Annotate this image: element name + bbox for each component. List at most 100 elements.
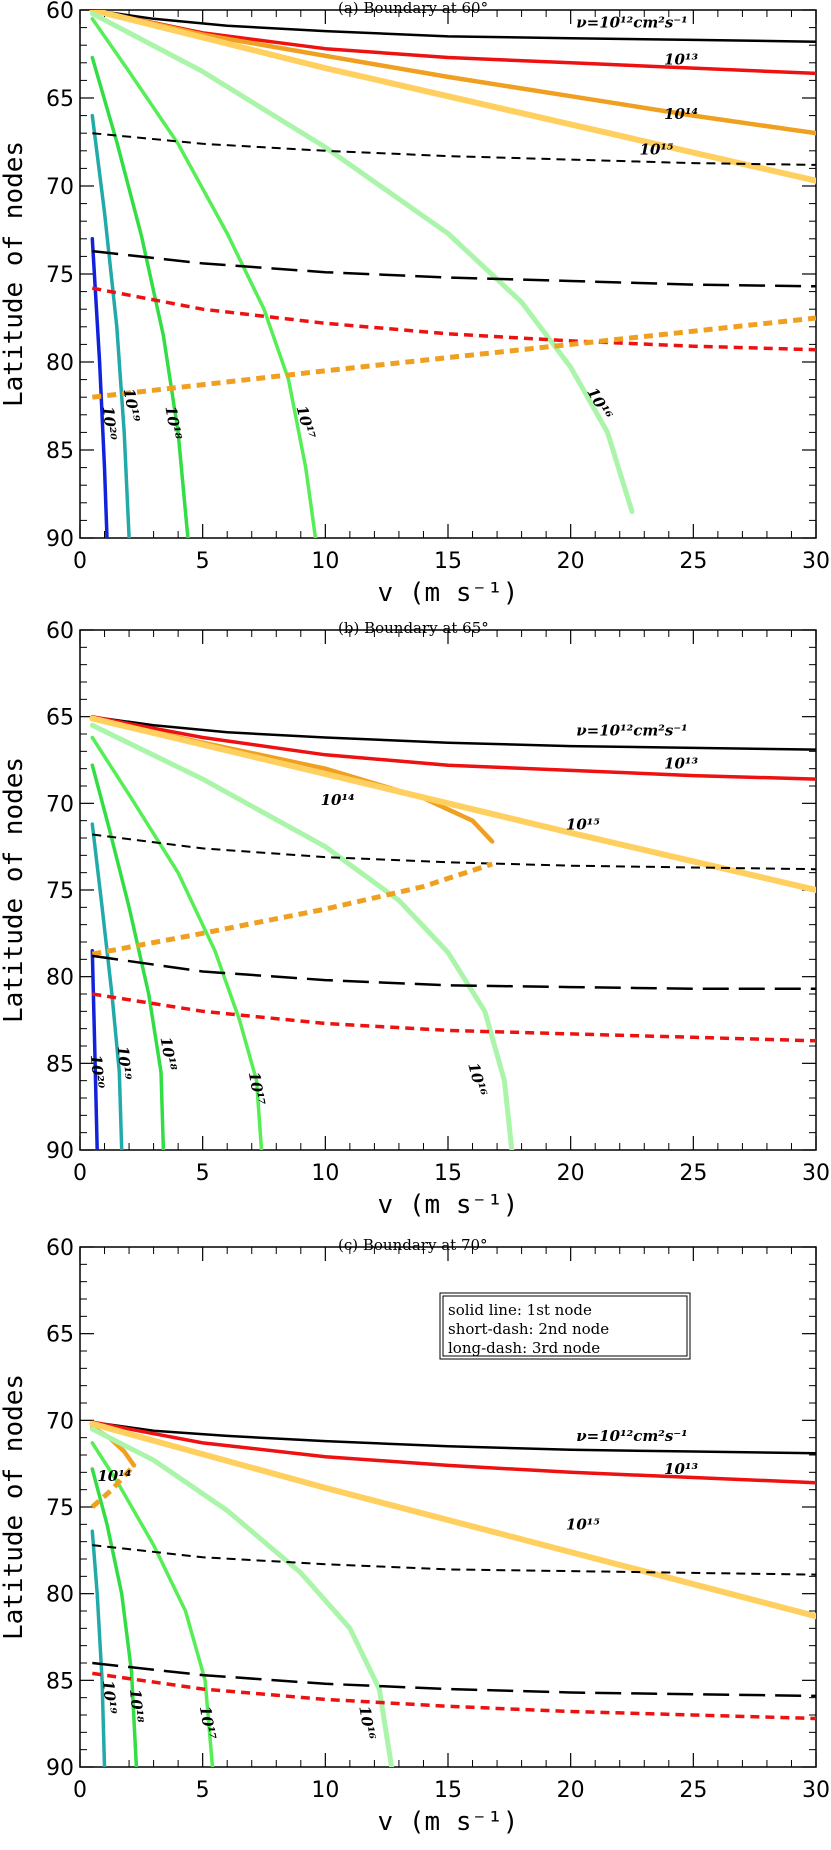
x-tick-label: 20 [557, 1161, 585, 1186]
series-line-node2-9 [92, 132, 816, 166]
y-tick-label: 70 [46, 792, 74, 817]
curve-label: 10¹⁶ [355, 1704, 379, 1741]
y-tick-label: 60 [46, 1236, 74, 1261]
panel-title: (a) Boundary at 60° [338, 0, 488, 17]
plot-frame [79, 629, 817, 1151]
series-line-node1-4 [89, 1426, 395, 1767]
series-line-node2-12 [92, 992, 816, 1043]
x-tick-label: 15 [434, 1161, 462, 1186]
series-line-node1-3 [89, 1420, 816, 1620]
y-tick-label: 70 [46, 175, 74, 200]
curve-label: 10¹⁹ [99, 1680, 120, 1716]
x-tick-label: 15 [434, 549, 462, 574]
x-axis-title: v (m s⁻¹) [378, 1190, 519, 1220]
x-tick-label: 25 [679, 549, 707, 574]
curve-label: 10¹⁴ [664, 105, 698, 123]
y-tick-label: 90 [46, 527, 74, 552]
curves [89, 10, 816, 538]
panel-title: (b) Boundary at 65° [338, 619, 489, 637]
series-line-node2-9 [92, 833, 816, 871]
y-tick-label: 65 [46, 87, 74, 112]
curve-label: 10¹⁶ [583, 384, 616, 423]
series-line-node1-1 [90, 714, 816, 781]
curves [89, 1420, 816, 1767]
y-tick-label: 60 [46, 619, 74, 644]
series-line-node1-1 [90, 10, 816, 76]
x-tick-label: 30 [802, 549, 830, 574]
curve-label: 10¹⁸ [161, 404, 185, 441]
legend-entry: solid line: 1st node [448, 1301, 592, 1319]
curve-label: 10¹⁷ [245, 1070, 269, 1107]
x-axis-title: v (m s⁻¹) [378, 1807, 519, 1837]
series-line-node2-8 [90, 1463, 136, 1509]
y-tick-label: 65 [46, 1323, 74, 1348]
series-line-node1-3 [89, 10, 816, 184]
curve-label: 10¹⁷ [293, 404, 319, 442]
curve-label: 10¹³ [664, 51, 698, 69]
panel-title: (c) Boundary at 70° [338, 1236, 488, 1254]
curve-label: 10¹⁸ [126, 1688, 147, 1724]
x-tick-label: 25 [679, 1161, 707, 1186]
y-tick-label: 80 [46, 1583, 74, 1608]
y-axis-title: Latitude of nodes [0, 757, 29, 1023]
curve-label: 10¹⁵ [566, 815, 600, 833]
curves [89, 714, 816, 1150]
y-tick-label: 75 [46, 263, 74, 288]
series-line-node1-8 [90, 237, 109, 538]
x-tick-label: 30 [802, 1161, 830, 1186]
series-line-node3-10 [92, 1661, 816, 1698]
series-line-node1-0 [91, 1420, 816, 1455]
panel-3: 0 5 10 15 20 25 30 60 65 70 75 80 85 90 Latitude of no… [0, 1236, 830, 1837]
series-line-node1-6 [90, 55, 190, 538]
series-line-node1-7 [90, 1529, 107, 1767]
y-tick-label: 60 [46, 0, 74, 24]
curve-label: 10¹⁹ [114, 1045, 135, 1081]
series-line-node1-3 [89, 715, 816, 893]
x-tick-label: 5 [196, 1161, 210, 1186]
curve-label: 10¹⁷ [196, 1704, 220, 1741]
y-tick-label: 90 [46, 1756, 74, 1781]
x-tick-label: 10 [311, 549, 339, 574]
curve-label: 10¹⁹ [120, 387, 144, 424]
series-line-node1-7 [90, 113, 131, 538]
x-tick-label: 5 [196, 549, 210, 574]
x-tick-label: 25 [679, 1778, 707, 1803]
y-tick-label: 80 [46, 351, 74, 376]
series-line-node2-12 [92, 315, 816, 400]
x-tick-label: 30 [802, 1778, 830, 1803]
y-tick-label: 80 [46, 966, 74, 991]
series-line-node1-0 [91, 715, 816, 751]
series-line-node1-5 [90, 1441, 215, 1767]
series-line-node1-6 [90, 763, 166, 1150]
series-line-node1-5 [90, 17, 318, 538]
curve-label: 10¹³ [664, 1460, 698, 1478]
series-line-node1-8 [90, 948, 99, 1150]
series-line-node1-0 [91, 10, 816, 43]
y-tick-label: 85 [46, 439, 74, 464]
curve-label: ν=10¹²cm²s⁻¹ [576, 1427, 688, 1445]
series-line-node3-11 [92, 954, 816, 991]
curve-label: 10¹³ [664, 755, 698, 773]
curve-label: 10¹⁴ [321, 791, 355, 809]
series-line-node2-11 [91, 286, 816, 352]
y-tick-label: 65 [46, 706, 74, 731]
y-tick-label: 75 [46, 879, 74, 904]
series-line-node2-10 [91, 861, 493, 957]
x-tick-label: 5 [196, 1778, 210, 1803]
plot-frame [79, 9, 817, 539]
x-tick-label: 0 [73, 1161, 87, 1186]
legend-frame [439, 1292, 691, 1360]
x-tick-label: 10 [311, 1778, 339, 1803]
series-line-node1-1 [90, 1420, 816, 1485]
curve-label: 10¹⁵ [566, 1516, 600, 1534]
x-axis-title: v (m s⁻¹) [378, 578, 519, 608]
series-line-node2-11 [92, 1671, 816, 1721]
x-tick-label: 10 [311, 1161, 339, 1186]
curve-label: 10¹⁸ [157, 1035, 181, 1072]
x-tick-label: 0 [73, 1778, 87, 1803]
legend-entry: long-dash: 3rd node [448, 1339, 600, 1357]
curve-label: 10¹⁴ [97, 1467, 131, 1485]
series-line-node3-10 [92, 249, 816, 288]
